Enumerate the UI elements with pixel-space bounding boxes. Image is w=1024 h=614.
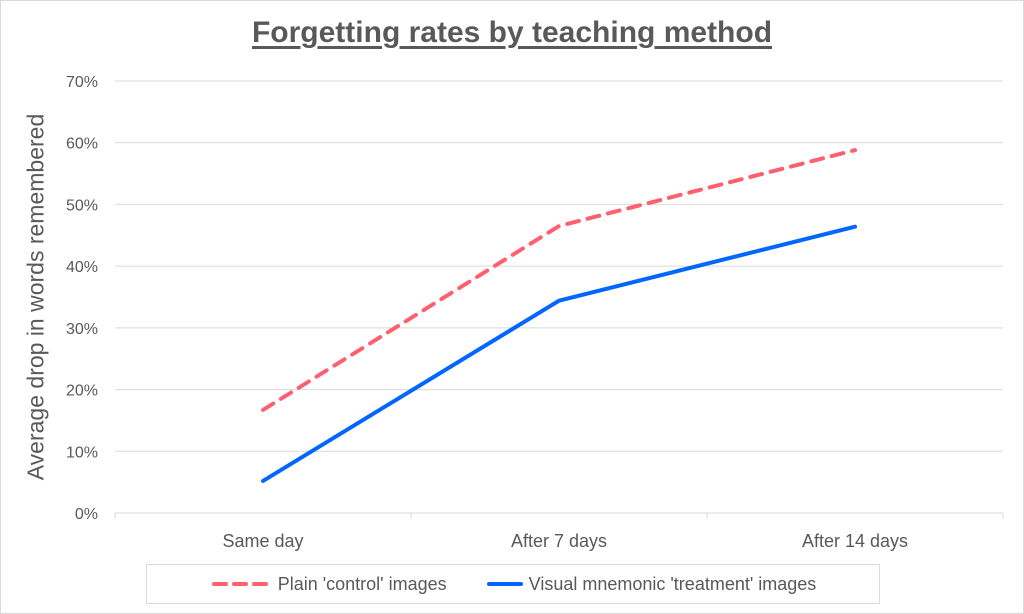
- legend: Plain 'control' images Visual mnemonic '…: [146, 564, 880, 604]
- y-tick-label: 10%: [66, 444, 98, 461]
- legend-label: Visual mnemonic 'treatment' images: [528, 573, 817, 594]
- x-tick-label: After 7 days: [511, 531, 607, 551]
- y-tick-label: 70%: [66, 74, 98, 91]
- y-tick-label: 50%: [66, 197, 98, 214]
- y-tick-label: 30%: [66, 321, 98, 338]
- legend-swatch-solid: [486, 582, 523, 586]
- legend-label: Plain 'control' images: [277, 573, 447, 594]
- x-tick-label: Same day: [222, 531, 303, 551]
- y-tick-label: 20%: [66, 383, 98, 400]
- y-tick-label: 60%: [66, 136, 98, 153]
- x-tick-label: After 14 days: [802, 531, 908, 551]
- legend-item-control: Plain 'control' images: [210, 574, 447, 595]
- series-line-0: [261, 148, 857, 412]
- legend-swatch-dashed: [211, 582, 272, 586]
- y-tick-label: 40%: [66, 259, 98, 276]
- chart-title: Forgetting rates by teaching method: [251, 16, 773, 49]
- legend-item-treatment: Visual mnemonic 'treatment' images: [486, 573, 817, 595]
- y-tick-label: 0%: [75, 506, 98, 523]
